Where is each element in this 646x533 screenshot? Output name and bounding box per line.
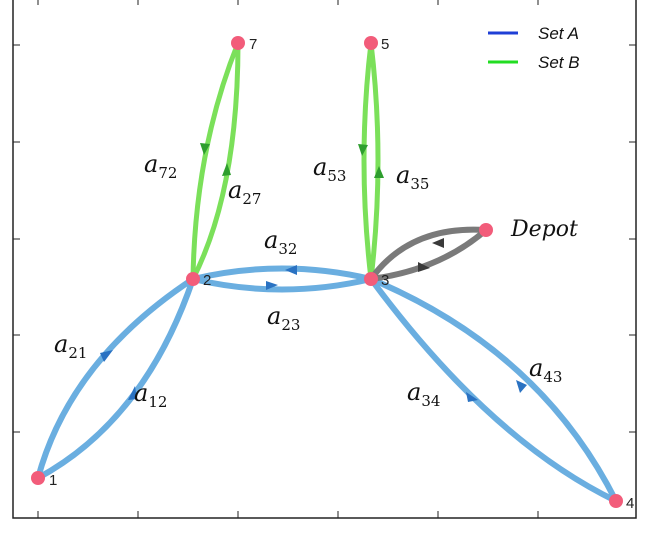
node-label-4: 4 <box>626 495 634 512</box>
node-label-1: 1 <box>49 472 57 489</box>
edge-2-7 <box>190 40 241 282</box>
arrow-edge-5-3 <box>358 144 368 156</box>
node-label-5: 5 <box>381 36 389 53</box>
node-1 <box>31 471 45 485</box>
edge-3-5 <box>368 40 381 282</box>
edge-4-3 <box>368 276 619 504</box>
depot-label: Depot <box>510 217 578 242</box>
node-label-layer: 1 2 3 4 5 7 <box>49 36 634 512</box>
arrow-edge-4-3 <box>516 380 527 393</box>
legend: Set A Set B <box>488 24 580 72</box>
arrow-edge-3-5 <box>374 166 384 178</box>
arrow-edge-2-1 <box>100 350 113 362</box>
arrow-edge-1-2 <box>128 386 137 400</box>
edge-5-3 <box>361 40 374 282</box>
edge-7-2 <box>190 40 241 282</box>
edge-label-a21: a21 <box>54 330 87 362</box>
arrow-edge-2-7 <box>222 163 231 176</box>
arrow-edge-2-3 <box>266 281 278 290</box>
axis-ticks <box>13 0 636 518</box>
node-depot <box>479 223 493 237</box>
legend-label-set-b: Set B <box>538 53 580 72</box>
node-layer <box>31 36 623 508</box>
edge-3-depot <box>368 227 489 282</box>
legend-label-set-a: Set A <box>538 24 579 43</box>
node-label-3: 3 <box>381 272 389 289</box>
node-3 <box>364 272 378 286</box>
edge-label-a34: a34 <box>407 378 440 410</box>
arrow-edge-3-2 <box>285 265 297 275</box>
edge-label-a53: a53 <box>313 153 346 185</box>
edge-label-a35: a35 <box>396 161 429 193</box>
edge-label-a12: a12 <box>134 379 167 411</box>
edge-label-a23: a23 <box>267 302 300 334</box>
arrow-edge-7-2 <box>200 143 210 155</box>
arrow-edge-3-depot <box>418 262 430 272</box>
edge-label-a72: a72 <box>144 150 177 182</box>
edge-3-4 <box>368 276 619 504</box>
node-label-2: 2 <box>203 272 211 289</box>
arrow-edge-3-4 <box>466 392 478 402</box>
node-7 <box>231 36 245 50</box>
edge-label-a27: a27 <box>228 176 261 208</box>
edge-label-layer: a12 a21 a23 a32 a34 a43 a27 a72 a35 a53 <box>54 150 562 411</box>
edge-label-a43: a43 <box>529 354 562 386</box>
node-5 <box>364 36 378 50</box>
edge-layer <box>35 40 619 504</box>
node-label-7: 7 <box>249 36 257 53</box>
node-2 <box>186 272 200 286</box>
edge-3-2 <box>190 265 374 282</box>
edge-2-3 <box>190 276 374 293</box>
arrow-edge-depot-3 <box>432 238 444 248</box>
edge-depot-3 <box>368 226 489 282</box>
edge-1-2 <box>35 276 196 481</box>
node-4 <box>609 494 623 508</box>
plot-frame <box>12 0 637 519</box>
edge-2-1 <box>35 276 196 481</box>
arrow-layer <box>100 143 527 402</box>
edge-label-a32: a32 <box>264 226 297 258</box>
